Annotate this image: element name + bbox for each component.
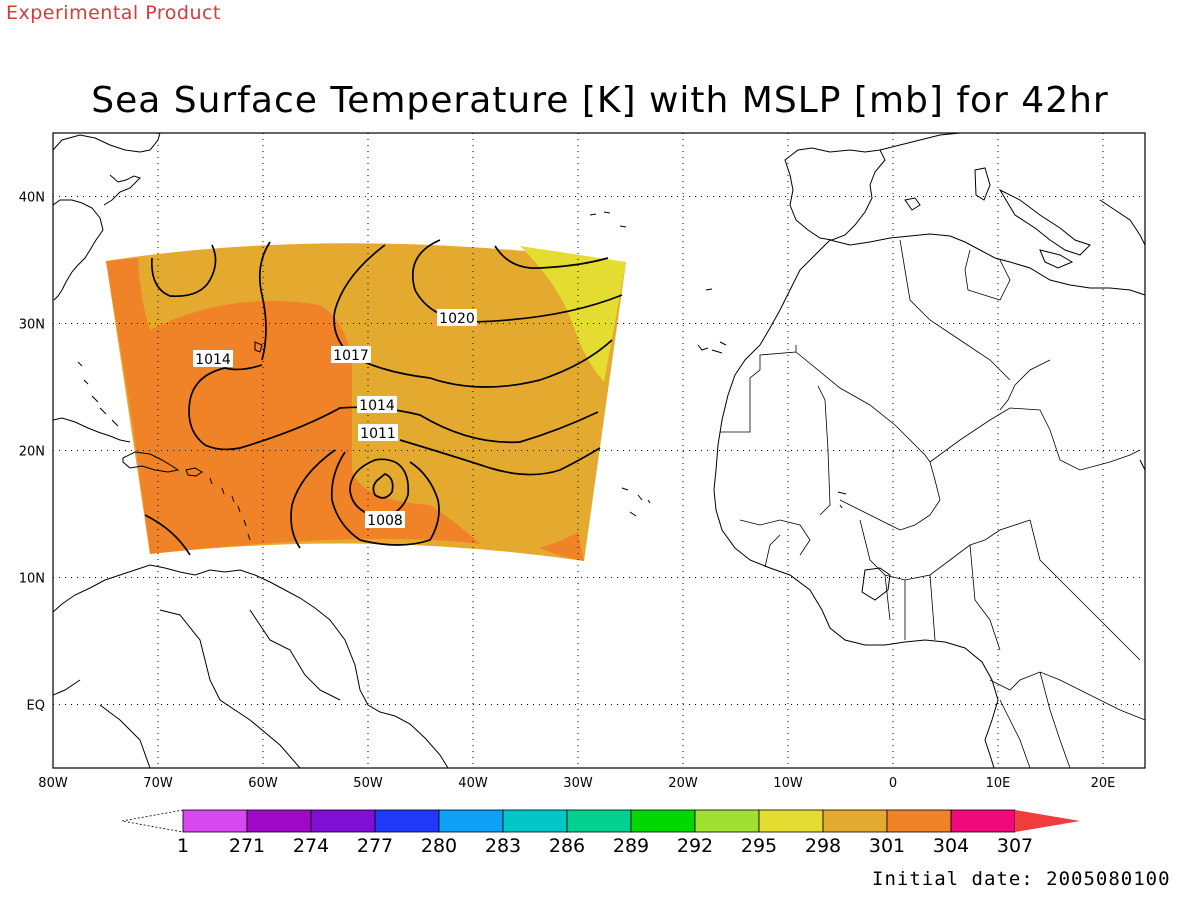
coast-south-america [53,564,449,768]
mslp-contours [144,239,623,556]
colorbar-swatch [310,809,376,833]
colorbar-label-1: 1 [177,835,189,857]
colorbar-label-289: 289 [613,835,649,857]
colorbar-swatch [246,809,312,833]
contour-label-1014-west: 1014 [193,350,233,368]
colorbar-label-307: 307 [997,835,1033,857]
contour-1011-southwest [144,514,191,556]
colorbar-label-274: 274 [293,835,329,857]
contour-1023-northeast [494,245,609,269]
colorbar-swatch [374,809,440,833]
colorbar-swatch [886,809,952,833]
colorbar-label-295: 295 [741,835,777,857]
contour-1017 [333,244,613,388]
colorbar-label-301: 301 [869,835,905,857]
lon-label-60W: 60W [248,776,278,791]
map-title: Sea Surface Temperature [K] with MSLP [m… [91,80,1109,121]
coastlines [53,133,1145,768]
contour-label-1017: 1017 [331,346,371,364]
lon-label-0: 0 [889,776,897,791]
colorbar-under-arrow [121,809,184,833]
coast-caribbean [53,361,251,541]
colorbar-label-283: 283 [485,835,521,857]
colorbar-label-271: 271 [229,835,265,857]
country-borders [720,239,1145,768]
contour-label-1020-text: 1020 [439,311,475,327]
contour-1020-northwest [150,244,217,298]
lon-label-40W: 40W [458,776,488,791]
contour-label-1011: 1011 [358,424,398,442]
colorbar-label-292: 292 [677,835,713,857]
grid-lines [53,133,1145,768]
colorbar-swatches [182,809,1016,833]
contour-label-1014-west-text: 1014 [195,352,231,368]
contour-label-1020: 1020 [437,309,477,327]
contour-label-1014-east-text: 1014 [359,398,395,414]
colorbar-swatch [438,809,504,833]
coast-islands [589,211,847,517]
sst-region-304-east [540,532,584,561]
lon-label-10W: 10W [773,776,803,791]
lat-label-30N: 30N [19,318,45,333]
sst-region-298 [520,246,626,382]
sst-region-304-west [106,258,480,554]
colorbar-swatch [566,809,632,833]
colorbar-labels: 1 271 274 277 280 283 286 289 292 295 298 301 304 307 [177,835,1033,857]
colorbar-swatch [758,809,824,833]
initial-date: Initial date: 2005080100 [872,868,1171,890]
coast-north-america [53,133,161,301]
contour-1008-inner [372,473,394,499]
contour-labels: 1020 1017 1014 1014 1011 1008 [193,309,477,529]
lat-axis-labels: EQ 10N 20N 30N 40N [19,191,45,714]
colorbar-over-arrow [1015,810,1080,832]
lon-label-80W: 80W [38,776,68,791]
lat-label-20N: 20N [19,445,45,460]
colorbar-swatch [182,809,248,833]
lon-label-30W: 30W [563,776,593,791]
lon-label-20E: 20E [1091,776,1116,791]
contour-label-1011-text: 1011 [360,426,396,442]
colorbar-swatch [502,809,568,833]
contour-label-1014-east: 1014 [357,396,397,414]
contour-1014 [188,364,599,451]
colorbar-label-304: 304 [933,835,969,857]
colorbar-swatch [694,809,760,833]
contour-label-1008: 1008 [365,511,405,529]
lat-label-EQ: EQ [27,699,45,714]
colorbar-swatch [822,809,888,833]
contour-1011-east-arc [330,451,440,546]
lat-label-10N: 10N [19,572,45,587]
coast-lakes [254,341,891,601]
coast-europe [784,133,1145,269]
contour-label-1017-text: 1017 [333,348,369,364]
lon-axis-labels: 80W 70W 60W 50W 40W 30W 20W 10W 0 10E 20E [38,776,1115,791]
experimental-product-label: Experimental Product [6,2,221,24]
contour-label-1008-text: 1008 [367,513,403,529]
lon-label-10E: 10E [986,776,1011,791]
contour-1011 [290,439,601,549]
coast-africa [713,233,1145,768]
colorbar-label-277: 277 [357,835,393,857]
lon-label-50W: 50W [353,776,383,791]
colorbar-label-280: 280 [421,835,457,857]
lon-label-70W: 70W [143,776,173,791]
colorbar-swatch [950,809,1016,833]
map-frame [52,132,1146,769]
colorbar-label-298: 298 [805,835,841,857]
lat-label-40N: 40N [19,191,45,206]
lon-label-20W: 20W [668,776,698,791]
colorbar-label-286: 286 [549,835,585,857]
contour-1020-north [258,241,271,361]
colorbar-swatch [630,809,696,833]
colorbar: 1 271 274 277 280 283 286 289 292 295 298 301 304 307 [121,809,1080,857]
